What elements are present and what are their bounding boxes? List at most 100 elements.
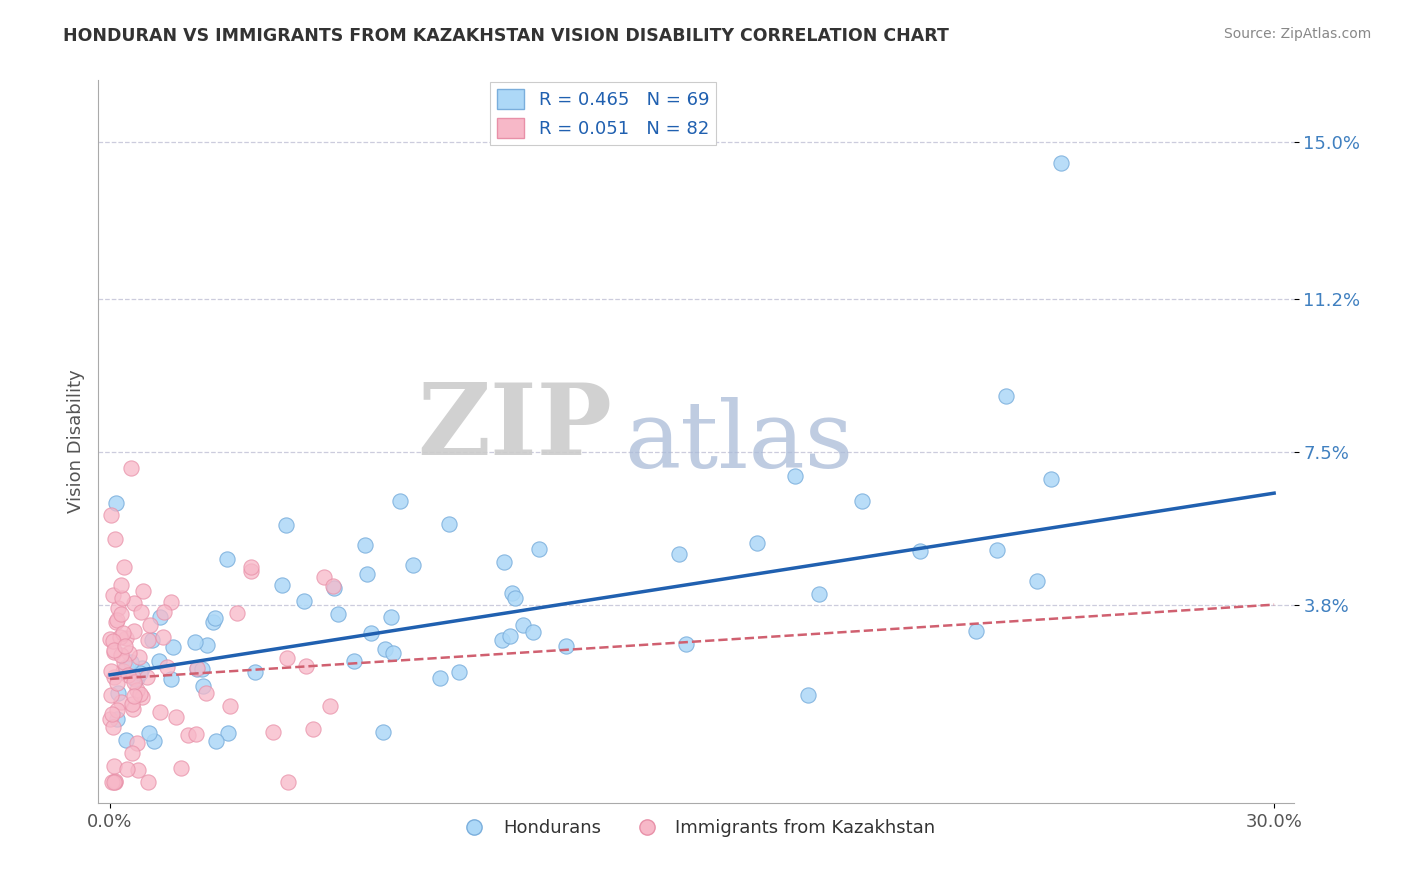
Point [120, 460, 142, 475]
Point [101, 720, 124, 734]
Point [522, 625, 544, 640]
Point [447, 665, 470, 679]
Point [98, 713, 121, 727]
Point [125, 671, 148, 685]
Point [111, 626, 134, 640]
Point [191, 662, 214, 676]
Point [121, 746, 143, 760]
Point [512, 617, 534, 632]
Point [104, 495, 127, 509]
Point [101, 634, 124, 648]
Point [100, 664, 122, 678]
Point [131, 583, 153, 598]
Point [262, 725, 284, 739]
Point [807, 587, 830, 601]
Point [239, 565, 262, 579]
Point [908, 543, 931, 558]
Point [276, 651, 298, 665]
Point [112, 559, 135, 574]
Point [98, 632, 121, 646]
Point [322, 579, 344, 593]
Point [160, 595, 183, 609]
Point [103, 645, 125, 659]
Point [135, 669, 157, 683]
Point [243, 665, 266, 679]
Point [162, 640, 184, 655]
Point [149, 706, 172, 720]
Point [851, 494, 873, 508]
Point [437, 516, 460, 531]
Text: atlas: atlas [624, 397, 853, 486]
Point [319, 699, 342, 714]
Point [148, 655, 170, 669]
Point [129, 606, 152, 620]
Point [105, 613, 128, 627]
Point [343, 654, 366, 668]
Point [499, 629, 522, 643]
Point [105, 615, 128, 629]
Point [142, 734, 165, 748]
Point [986, 543, 1008, 558]
Point [104, 532, 127, 546]
Point [381, 646, 404, 660]
Point [201, 615, 224, 629]
Point [668, 547, 690, 561]
Point [105, 676, 128, 690]
Point [111, 664, 134, 678]
Point [138, 726, 160, 740]
Point [149, 610, 172, 624]
Point [124, 673, 146, 687]
Point [104, 773, 127, 788]
Point [100, 508, 122, 523]
Point [356, 566, 378, 581]
Point [128, 650, 150, 665]
Point [105, 712, 128, 726]
Point [1040, 472, 1063, 486]
Point [112, 655, 135, 669]
Point [177, 728, 200, 742]
Point [194, 686, 217, 700]
Point [374, 642, 396, 657]
Point [240, 559, 263, 574]
Point [226, 606, 249, 620]
Point [117, 646, 139, 660]
Point [110, 695, 132, 709]
Point [301, 723, 323, 737]
Point [785, 469, 807, 483]
Point [100, 688, 122, 702]
Point [217, 726, 239, 740]
Point [388, 493, 411, 508]
Point [747, 536, 769, 550]
Point [108, 630, 131, 644]
Point [153, 606, 176, 620]
Point [114, 639, 136, 653]
Point [117, 668, 139, 682]
Point [136, 775, 159, 789]
Point [675, 637, 697, 651]
Point [139, 618, 162, 632]
Text: ZIP: ZIP [418, 378, 613, 475]
Point [124, 689, 146, 703]
Point [186, 661, 208, 675]
Point [121, 670, 143, 684]
Point [165, 710, 187, 724]
Point [136, 633, 159, 648]
Point [371, 725, 394, 739]
Point [204, 611, 226, 625]
Point [141, 633, 163, 648]
Text: HONDURAN VS IMMIGRANTS FROM KAZAKHSTAN VISION DISABILITY CORRELATION CHART: HONDURAN VS IMMIGRANTS FROM KAZAKHSTAN V… [63, 27, 949, 45]
Point [270, 578, 292, 592]
Point [380, 610, 402, 624]
Point [797, 688, 820, 702]
Point [101, 588, 124, 602]
Point [125, 736, 148, 750]
Point [501, 586, 523, 600]
Point [111, 591, 134, 605]
Point [103, 775, 125, 789]
Point [128, 688, 150, 702]
Point [101, 775, 124, 789]
Point [152, 630, 174, 644]
Point [995, 388, 1018, 402]
Point [131, 690, 153, 704]
Point [131, 661, 153, 675]
